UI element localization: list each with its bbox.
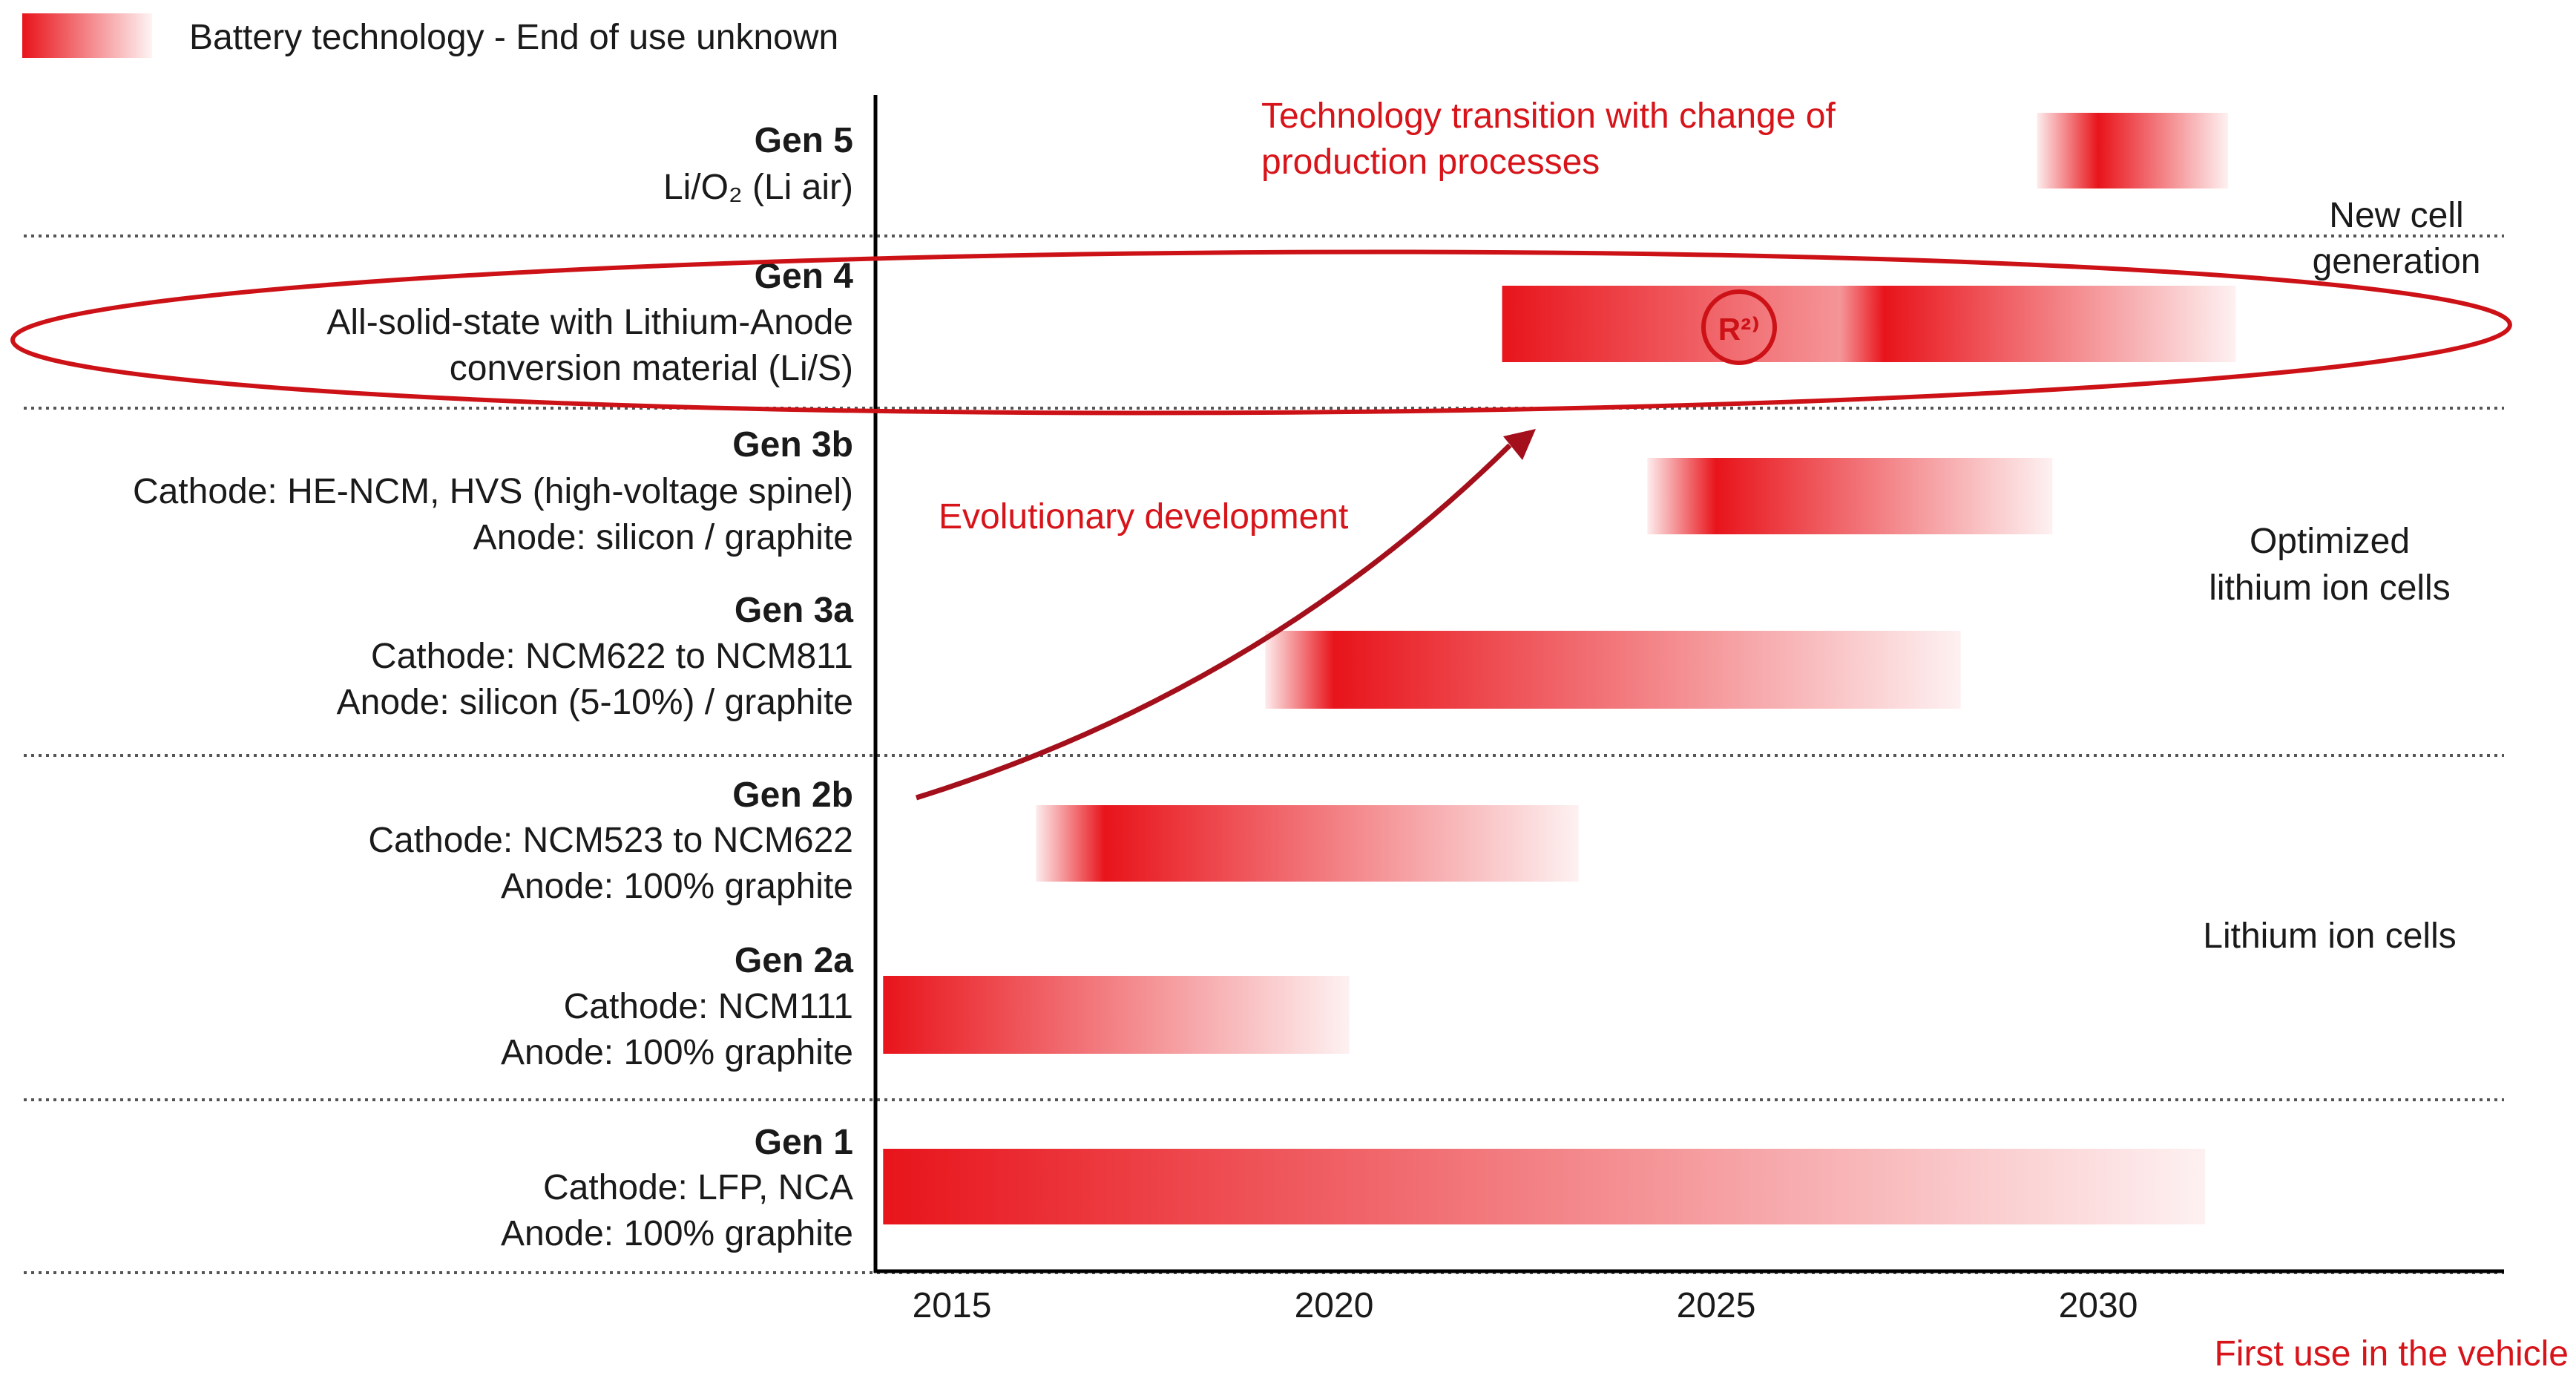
transition-line-1: Technology transition with change of — [1261, 96, 1836, 136]
r2-badge-label: R²⁾ — [1718, 312, 1760, 347]
gen4-bar — [1502, 286, 2236, 362]
r2-badge: R²⁾ — [1701, 289, 1777, 365]
x-tick-label: 2025 — [1677, 1286, 1756, 1325]
x-axis-ticks: 2015 2020 2025 2030 — [913, 1286, 2138, 1325]
gen3a-bar — [1265, 631, 1961, 709]
group-label-line: New cell — [2329, 196, 2463, 235]
r2-badge-circle — [1701, 289, 1777, 365]
gen2a-desc-line: Anode: 100% graphite — [501, 1033, 853, 1072]
gen2a-title: Gen 2a — [735, 941, 853, 980]
x-tick-label: 2020 — [1295, 1286, 1374, 1325]
gen5-title: Gen 5 — [755, 121, 853, 160]
group-label-line: Optimized — [2250, 522, 2410, 561]
transition-annotation: Technology transition with change of pro… — [1261, 96, 1836, 182]
evolution-arrow — [915, 443, 1512, 801]
gen1-title: Gen 1 — [755, 1123, 853, 1162]
legend-label: Battery technology - End of use unknown — [189, 18, 838, 57]
gen2a-bar — [883, 976, 1350, 1054]
evolution-label: Evolutionary development — [939, 497, 1348, 537]
gen3b-bar — [1647, 458, 2053, 534]
x-tick-label: 2030 — [2059, 1286, 2138, 1325]
gen3b-desc-line: Cathode: HE-NCM, HVS (high-voltage spine… — [133, 472, 853, 511]
gen4-highlight-ellipse — [10, 249, 2512, 416]
row-labels: Gen 5Li/O₂ (Li air)Gen 4All-solid-state … — [133, 121, 853, 1253]
gen3b-desc-line: Anode: silicon / graphite — [473, 518, 853, 557]
group-label-line: generation — [2313, 242, 2481, 281]
group-label-line: Lithium ion cells — [2203, 916, 2456, 956]
gen4-desc-line: All-solid-state with Lithium-Anode — [326, 303, 853, 342]
gen3a-title: Gen 3a — [735, 591, 853, 630]
timeline-bars — [883, 113, 2236, 1224]
gen3a-desc-line: Cathode: NCM622 to NCM811 — [371, 637, 853, 676]
group-label-line: lithium ion cells — [2209, 568, 2450, 608]
group-labels: New cell generation Optimized lithium ion c… — [2203, 196, 2480, 956]
gen5-desc-line: Li/O₂ (Li air) — [663, 168, 853, 207]
gen2a-desc-line: Cathode: NCM111 — [564, 987, 853, 1026]
gen5-bar — [2037, 113, 2229, 188]
gen4-desc-line: conversion material (Li/S) — [450, 349, 853, 388]
evolution-annotation: Evolutionary development — [915, 429, 1536, 801]
gen1-desc-line: Anode: 100% graphite — [501, 1214, 853, 1253]
gen1-desc-line: Cathode: LFP, NCA — [543, 1168, 853, 1207]
gen2b-title: Gen 2b — [732, 775, 853, 815]
legend: Battery technology - End of use unknown — [22, 13, 838, 58]
gen2b-desc-line: Cathode: NCM523 to NCM622 — [368, 821, 853, 860]
gen2b-desc-line: Anode: 100% graphite — [501, 867, 853, 906]
x-axis-label: First use in the vehicle — [2214, 1334, 2569, 1374]
gen3b-title: Gen 3b — [732, 425, 853, 465]
gen3a-desc-line: Anode: silicon (5-10%) / graphite — [337, 683, 853, 722]
legend-swatch — [22, 13, 152, 58]
x-tick-label: 2015 — [913, 1286, 992, 1325]
transition-line-2: production processes — [1261, 142, 1600, 182]
row-dividers — [24, 235, 2504, 1274]
gen2b-bar — [1036, 805, 1579, 882]
evolution-arrowhead — [1503, 429, 1536, 460]
gen1-bar — [883, 1149, 2206, 1224]
